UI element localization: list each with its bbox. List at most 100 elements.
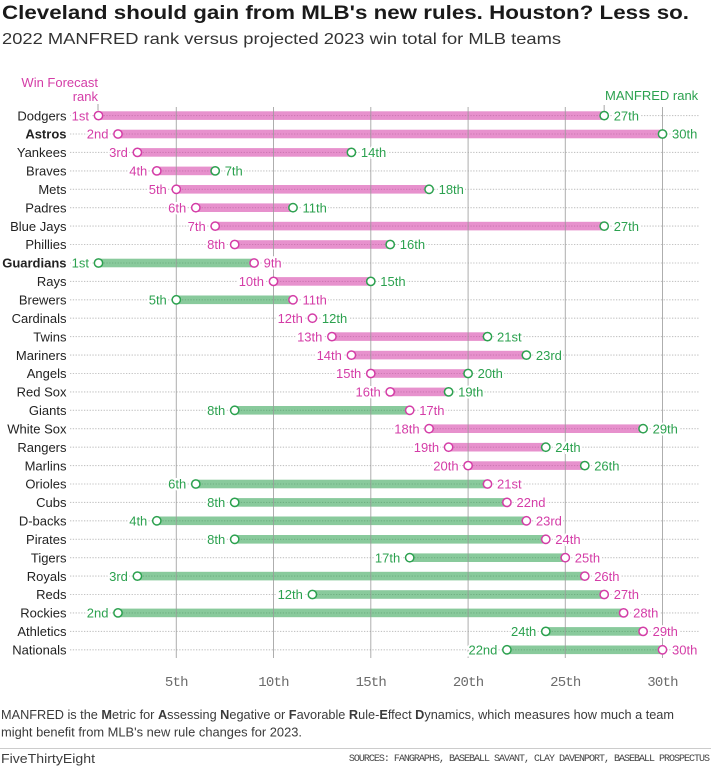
svg-text:FiveThirtyEight: FiveThirtyEight: [1, 751, 95, 766]
svg-text:Yankees: Yankees: [17, 145, 67, 160]
svg-text:2nd: 2nd: [87, 127, 109, 142]
svg-text:Orioles: Orioles: [25, 477, 67, 492]
svg-text:Mariners: Mariners: [16, 348, 67, 363]
svg-text:13th: 13th: [297, 329, 322, 344]
svg-text:Padres: Padres: [25, 200, 67, 215]
svg-text:6th: 6th: [168, 477, 186, 492]
svg-text:12th: 12th: [278, 311, 303, 326]
svg-text:24th: 24th: [555, 532, 580, 547]
svg-text:15th: 15th: [336, 366, 361, 381]
svg-text:8th: 8th: [207, 403, 225, 418]
svg-text:29th: 29th: [653, 624, 678, 639]
svg-text:14th: 14th: [361, 145, 386, 160]
svg-text:27th: 27th: [614, 587, 639, 602]
svg-text:23rd: 23rd: [536, 514, 562, 529]
svg-text:MANFRED rank: MANFRED rank: [605, 88, 699, 103]
svg-text:Reds: Reds: [36, 587, 67, 602]
svg-text:White Sox: White Sox: [7, 421, 67, 436]
svg-text:16th: 16th: [400, 237, 425, 252]
svg-text:10th: 10th: [239, 274, 264, 289]
svg-text:23rd: 23rd: [536, 348, 562, 363]
svg-text:21st: 21st: [497, 477, 522, 492]
svg-text:Red Sox: Red Sox: [17, 385, 67, 400]
svg-text:Cardinals: Cardinals: [12, 311, 67, 326]
svg-text:12th: 12th: [322, 311, 347, 326]
svg-text:Cleveland should gain from MLB: Cleveland should gain from MLB's new rul…: [2, 2, 689, 24]
svg-text:19th: 19th: [458, 385, 483, 400]
svg-text:Blue Jays: Blue Jays: [10, 219, 67, 234]
svg-text:Braves: Braves: [26, 164, 67, 179]
svg-text:MANFRED is the Metric for Asse: MANFRED is the Metric for Assessing Nega…: [1, 708, 674, 722]
svg-text:26th: 26th: [594, 458, 619, 473]
svg-text:Tigers: Tigers: [31, 550, 67, 565]
svg-text:25th: 25th: [575, 550, 600, 565]
svg-text:6th: 6th: [168, 200, 186, 215]
svg-text:Giants: Giants: [29, 403, 67, 418]
svg-text:D-backs: D-backs: [19, 514, 67, 529]
svg-text:28th: 28th: [633, 606, 658, 621]
svg-text:18th: 18th: [439, 182, 464, 197]
svg-text:26th: 26th: [594, 569, 619, 584]
svg-text:8th: 8th: [207, 237, 225, 252]
svg-text:Marlins: Marlins: [25, 458, 67, 473]
svg-text:30th: 30th: [672, 127, 697, 142]
svg-text:rank: rank: [73, 89, 99, 104]
svg-text:2022 MANFRED rank versus proje: 2022 MANFRED rank versus projected 2023 …: [2, 31, 561, 48]
svg-text:2nd: 2nd: [87, 606, 109, 621]
svg-text:8th: 8th: [207, 495, 225, 510]
svg-text:4th: 4th: [129, 514, 147, 529]
svg-text:30th: 30th: [672, 643, 697, 658]
svg-text:Rockies: Rockies: [20, 606, 67, 621]
svg-text:SOURCES: FANGRAPHS, BASEBALL S: SOURCES: FANGRAPHS, BASEBALL SAVANT, CLA…: [349, 754, 710, 765]
svg-text:might benefit from MLB's new r: might benefit from MLB's new rule change…: [1, 726, 302, 740]
svg-text:20th: 20th: [453, 675, 484, 691]
svg-text:27th: 27th: [614, 219, 639, 234]
svg-text:25th: 25th: [550, 675, 581, 691]
svg-text:3rd: 3rd: [109, 569, 128, 584]
svg-text:5th: 5th: [165, 675, 188, 691]
svg-text:15th: 15th: [356, 675, 387, 691]
svg-text:Rangers: Rangers: [17, 440, 67, 455]
svg-text:1st: 1st: [72, 108, 90, 123]
svg-text:Win Forecast: Win Forecast: [21, 75, 98, 90]
svg-text:8th: 8th: [207, 532, 225, 547]
svg-text:Brewers: Brewers: [19, 293, 67, 308]
svg-text:24th: 24th: [555, 440, 580, 455]
svg-text:11th: 11th: [303, 293, 327, 308]
svg-text:7th: 7th: [188, 219, 206, 234]
svg-text:Twins: Twins: [33, 329, 67, 344]
svg-text:30th: 30th: [647, 675, 678, 691]
svg-text:17th: 17th: [419, 403, 444, 418]
svg-text:11th: 11th: [303, 200, 327, 215]
svg-text:Pirates: Pirates: [26, 532, 67, 547]
svg-text:29th: 29th: [653, 421, 678, 436]
svg-text:Astros: Astros: [25, 127, 66, 142]
svg-text:4th: 4th: [129, 164, 147, 179]
svg-text:Athletics: Athletics: [17, 624, 67, 639]
svg-text:9th: 9th: [264, 256, 282, 271]
svg-text:17th: 17th: [375, 550, 400, 565]
svg-text:24th: 24th: [511, 624, 536, 639]
svg-text:14th: 14th: [317, 348, 342, 363]
svg-text:Royals: Royals: [27, 569, 67, 584]
svg-text:Angels: Angels: [27, 366, 67, 381]
svg-text:Mets: Mets: [38, 182, 67, 197]
svg-text:22nd: 22nd: [517, 495, 546, 510]
svg-text:19th: 19th: [414, 440, 439, 455]
svg-text:15th: 15th: [380, 274, 405, 289]
svg-text:5th: 5th: [149, 182, 167, 197]
svg-text:22nd: 22nd: [468, 643, 497, 658]
svg-text:Nationals: Nationals: [12, 643, 67, 658]
svg-text:Phillies: Phillies: [25, 237, 67, 252]
svg-text:21st: 21st: [497, 329, 522, 344]
svg-text:18th: 18th: [394, 421, 419, 436]
svg-text:Rays: Rays: [37, 274, 67, 289]
svg-text:20th: 20th: [478, 366, 503, 381]
svg-text:7th: 7th: [225, 164, 243, 179]
svg-text:1st: 1st: [72, 256, 90, 271]
svg-text:20th: 20th: [433, 458, 458, 473]
svg-text:5th: 5th: [149, 293, 167, 308]
svg-text:3rd: 3rd: [109, 145, 128, 160]
svg-text:Guardians: Guardians: [2, 256, 66, 271]
svg-text:10th: 10th: [258, 675, 289, 691]
